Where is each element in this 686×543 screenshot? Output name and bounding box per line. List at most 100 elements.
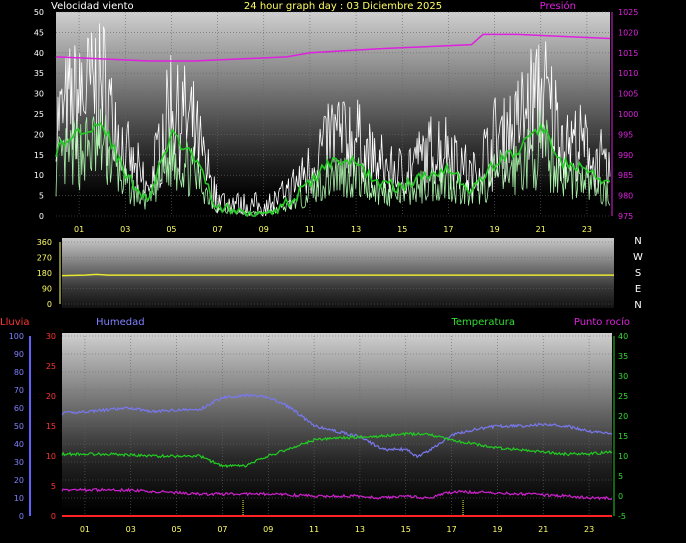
climate-panel-background (62, 333, 612, 519)
wind-tick-label: 15 (34, 151, 44, 160)
humidity-axis-label: Humedad (96, 317, 145, 328)
temperature-tick-label: 35 (618, 352, 628, 361)
temperature-tick-label: 0 (618, 492, 623, 501)
direction-tick-label: 90 (42, 285, 52, 294)
pressure-tick-label: 975 (618, 212, 633, 221)
wind-direction-series (61, 273, 614, 277)
wind-tick-label: 50 (34, 8, 44, 17)
wind-tick-label: 5 (39, 192, 44, 201)
rain-tick-label: 10 (46, 452, 56, 461)
x-tick-label: 07 (212, 225, 222, 234)
x-tick-label: 05 (166, 225, 176, 234)
rain-tick-label: 0 (51, 512, 56, 521)
compass-label: N (634, 300, 641, 311)
temperature-tick-label: -5 (618, 512, 626, 521)
humidity-series (61, 393, 613, 459)
direction-tick-label: 270 (37, 254, 52, 263)
compass-label: S (635, 268, 641, 279)
rain-tick-label: 15 (46, 422, 56, 431)
temperature-tick-label: 10 (618, 452, 628, 461)
temperature-series (61, 431, 613, 469)
temperature-tick-label: 5 (618, 472, 623, 481)
wind-tick-label: 40 (34, 49, 44, 58)
temperature-tick-label: 25 (618, 392, 628, 401)
x-tick-label: 03 (126, 525, 136, 534)
x-tick-label: 21 (536, 225, 546, 234)
wind-gust-series (55, 23, 611, 217)
wind-tick-label: 35 (34, 69, 44, 78)
pressure-tick-label: 985 (618, 171, 633, 180)
direction-tick-label: 360 (37, 238, 52, 247)
x-tick-label: 03 (120, 225, 130, 234)
x-tick-label: 11 (305, 225, 315, 234)
rain-tick-label: 5 (51, 482, 56, 491)
direction-tick-label: 180 (37, 269, 52, 278)
rain-tick-label: 25 (46, 362, 56, 371)
x-tick-label: 23 (582, 225, 592, 234)
x-tick-label: 15 (401, 525, 411, 534)
x-tick-label: 15 (397, 225, 407, 234)
x-tick-label: 09 (263, 525, 273, 534)
humidity-tick-label: 20 (14, 476, 24, 485)
x-tick-label: 17 (446, 525, 456, 534)
pressure-tick-label: 1025 (618, 8, 638, 17)
humidity-tick-label: 100 (9, 332, 24, 341)
humidity-tick-label: 10 (14, 494, 24, 503)
pressure-tick-label: 990 (618, 151, 633, 160)
pressure-series (55, 33, 611, 62)
x-tick-label: 01 (80, 525, 90, 534)
humidity-tick-label: 30 (14, 458, 24, 467)
x-tick-label: 19 (492, 525, 502, 534)
humidity-tick-label: 50 (14, 422, 24, 431)
x-tick-label: 11 (309, 525, 319, 534)
humidity-tick-label: 70 (14, 386, 24, 395)
compass-label: E (635, 284, 641, 295)
pressure-tick-label: 1020 (618, 28, 638, 37)
compass-label: N (634, 236, 641, 247)
wind-tick-label: 25 (34, 110, 44, 119)
x-tick-label: 09 (259, 225, 269, 234)
humidity-tick-label: 80 (14, 368, 24, 377)
x-tick-label: 13 (351, 225, 361, 234)
wind-tick-label: 0 (39, 212, 44, 221)
humidity-tick-label: 60 (14, 404, 24, 413)
x-tick-label: 07 (217, 525, 227, 534)
x-tick-label: 23 (584, 525, 594, 534)
temperature-axis-label: Temperatura (450, 317, 515, 328)
pressure-axis-label: Presión (540, 0, 576, 12)
wind-raw-traces (55, 23, 611, 217)
dewpoint-axis-label: Punto rocío (574, 316, 630, 328)
pressure-tick-label: 1005 (618, 90, 638, 99)
compass-label: W (633, 252, 643, 263)
x-tick-label: 19 (489, 225, 499, 234)
pressure-tick-label: 1010 (618, 69, 638, 78)
wind-tick-label: 20 (34, 130, 44, 139)
wind-tick-label: 45 (34, 28, 44, 37)
x-tick-label: 21 (538, 525, 548, 534)
wind-speed-axis-label: Velocidad viento (51, 1, 134, 12)
pressure-tick-label: 1000 (618, 110, 638, 119)
humidity-tick-label: 0 (19, 512, 24, 521)
direction-tick-label: 0 (47, 300, 52, 309)
wind-tick-label: 30 (34, 90, 44, 99)
graph-title: 24 hour graph day : 03 Diciembre 2025 (244, 1, 442, 12)
rain-tick-label: 20 (46, 392, 56, 401)
temperature-tick-label: 15 (618, 432, 628, 441)
wind-trend-series (55, 122, 611, 218)
temperature-tick-label: 30 (618, 372, 628, 381)
x-tick-label: 05 (171, 525, 181, 534)
humidity-tick-label: 90 (14, 350, 24, 359)
series-lines (55, 33, 614, 517)
temperature-tick-label: 20 (618, 412, 628, 421)
axes: 0510152025303540455097598098599099510001… (9, 8, 643, 534)
rain-axis-label: Lluvia (0, 317, 30, 328)
x-tick-label: 01 (74, 225, 84, 234)
pressure-tick-label: 1015 (618, 49, 638, 58)
wind-average-series (55, 108, 611, 216)
pressure-tick-label: 980 (618, 192, 633, 201)
x-tick-label: 17 (443, 225, 453, 234)
temperature-tick-label: 40 (618, 332, 628, 341)
wind-tick-label: 10 (34, 171, 44, 180)
